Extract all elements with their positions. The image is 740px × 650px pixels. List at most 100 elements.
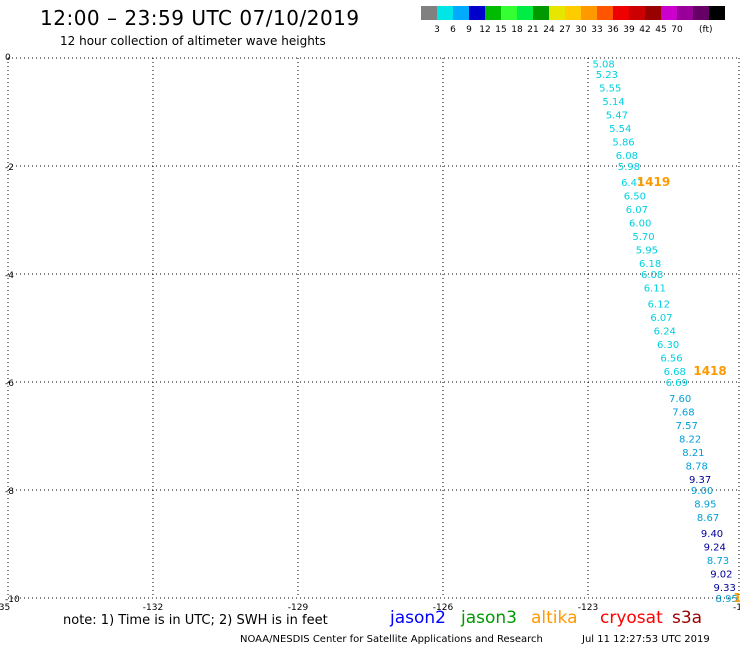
swh-point-label: 6.68 [664, 367, 686, 378]
swh-point-label: 5.47 [606, 111, 628, 122]
swh-point-label: 6.12 [648, 300, 670, 311]
y-tick-label: -4 [5, 271, 14, 281]
color-scale-tick-label: 70 [671, 25, 683, 35]
color-swatch [501, 6, 517, 20]
x-tick-label: -126 [433, 603, 454, 613]
color-swatch [517, 6, 533, 20]
legend-jason3: jason3 [461, 608, 517, 628]
color-scale-units: (ft) [699, 25, 713, 35]
color-swatch [565, 6, 581, 20]
y-tick-label: -8 [5, 487, 14, 497]
swh-point-label: 7.60 [669, 394, 691, 405]
color-scale-tick-label: 15 [495, 25, 507, 35]
swh-point-label: 9.00 [691, 486, 713, 497]
y-tick-label: -10 [5, 595, 20, 605]
color-scale-tick-label: 36 [607, 25, 619, 35]
page-title: 12:00 – 23:59 UTC 07/10/2019 [40, 6, 360, 30]
swh-point-label: 9.24 [704, 543, 726, 554]
swh-point-label: 5.54 [609, 124, 631, 135]
color-swatch [629, 6, 645, 20]
swh-point-label: 5.70 [632, 232, 654, 243]
swh-point-label: 6.08 [616, 151, 638, 162]
swh-point-label: 6.07 [626, 205, 648, 216]
color-swatch [661, 6, 677, 20]
swh-point-label: 8.95 [716, 594, 738, 605]
color-scale-tick-label: 39 [623, 25, 635, 35]
swh-point-label: 6.07 [650, 313, 672, 324]
x-tick-label: -123 [578, 603, 598, 613]
color-swatch [613, 6, 629, 20]
legend-s3a: s3a [672, 608, 703, 628]
color-swatch [549, 6, 565, 20]
swh-point-label: 5.98 [618, 162, 640, 173]
color-swatch [485, 6, 501, 20]
swh-point-label: 8.21 [682, 448, 704, 459]
color-scale-tick-label: 6 [450, 25, 456, 35]
swh-point-label: 8.22 [679, 435, 701, 446]
color-swatch [677, 6, 693, 20]
color-scale-tick-label: 3 [434, 25, 440, 35]
y-tick-label: -6 [5, 379, 14, 389]
color-swatch [693, 6, 709, 20]
swh-point-label: 9.40 [701, 529, 723, 540]
swh-point-label: 7.57 [676, 421, 698, 432]
swh-point-label: 7.68 [672, 408, 694, 419]
pass-time-label: 1418 [693, 364, 726, 378]
swh-point-label: 6.69 [666, 378, 688, 389]
color-swatch [709, 6, 725, 20]
swh-point-label: 8.67 [697, 513, 719, 524]
swh-point-label: 6.11 [644, 284, 666, 295]
swh-point-label: 9.33 [714, 583, 736, 594]
color-scale-tick-label: 12 [479, 25, 491, 35]
pass-time-label: 1416 [733, 591, 740, 605]
swh-point-label: 5.55 [599, 84, 621, 95]
color-swatch [469, 6, 485, 20]
swh-point-label: 6.30 [657, 340, 679, 351]
color-swatch [453, 6, 469, 20]
color-swatch [533, 6, 549, 20]
legend-cryosat: cryosat [600, 608, 663, 628]
x-tick-label: -124 [733, 603, 740, 613]
credit-line: NOAA/NESDIS Center for Satellite Applica… [240, 634, 543, 645]
color-scale-tick-label: 9 [466, 25, 472, 35]
swh-point-label: 6.41 [621, 178, 643, 189]
color-scale-tick-label: 24 [543, 25, 555, 35]
swh-point-label: 5.08 [592, 59, 614, 70]
color-swatch [597, 6, 613, 20]
color-swatch [437, 6, 453, 20]
swh-point-label: 8.95 [694, 500, 716, 511]
x-tick-label: -129 [288, 603, 309, 613]
y-tick-label: -2 [5, 163, 14, 173]
color-scale-tick-label: 30 [575, 25, 587, 35]
x-tick-label: -135 [0, 603, 10, 613]
color-scale-tick-label: 45 [655, 25, 667, 35]
swh-point-label: 5.23 [596, 70, 618, 81]
swh-point-label: 6.56 [660, 354, 682, 365]
pass-time-label: 1419 [637, 175, 670, 189]
color-scale-tick-label: 27 [559, 25, 571, 35]
color-swatch [645, 6, 661, 20]
swh-point-label: 6.24 [654, 327, 676, 338]
generated-timestamp: Jul 11 12:27:53 UTC 2019 [582, 634, 710, 645]
legend-altika: altika [531, 608, 578, 628]
swh-point-label: 8.73 [707, 556, 729, 567]
swh-point-label: 6.50 [624, 192, 646, 203]
color-scale-tick-label: 21 [527, 25, 539, 35]
swh-point-label: 6.08 [641, 270, 663, 281]
color-scale-tick-label: 42 [639, 25, 651, 35]
page-subtitle: 12 hour collection of altimeter wave hei… [60, 34, 326, 48]
swh-point-label: 8.78 [686, 462, 708, 473]
swh-point-label: 5.95 [636, 246, 658, 257]
swh-point-label: 5.86 [612, 138, 634, 149]
swh-point-label: 6.00 [629, 219, 651, 230]
x-tick-label: -132 [143, 603, 163, 613]
color-scale-tick-label: 18 [511, 25, 523, 35]
color-swatch [421, 6, 437, 20]
swh-point-label: 6.18 [639, 259, 661, 270]
footer-note: note: 1) Time is in UTC; 2) SWH is in fe… [63, 613, 328, 628]
swh-point-label: 5.14 [602, 97, 624, 108]
swh-point-label: 9.02 [710, 570, 732, 581]
swh-point-label: 9.37 [689, 475, 711, 486]
y-tick-label: 0 [5, 53, 11, 63]
